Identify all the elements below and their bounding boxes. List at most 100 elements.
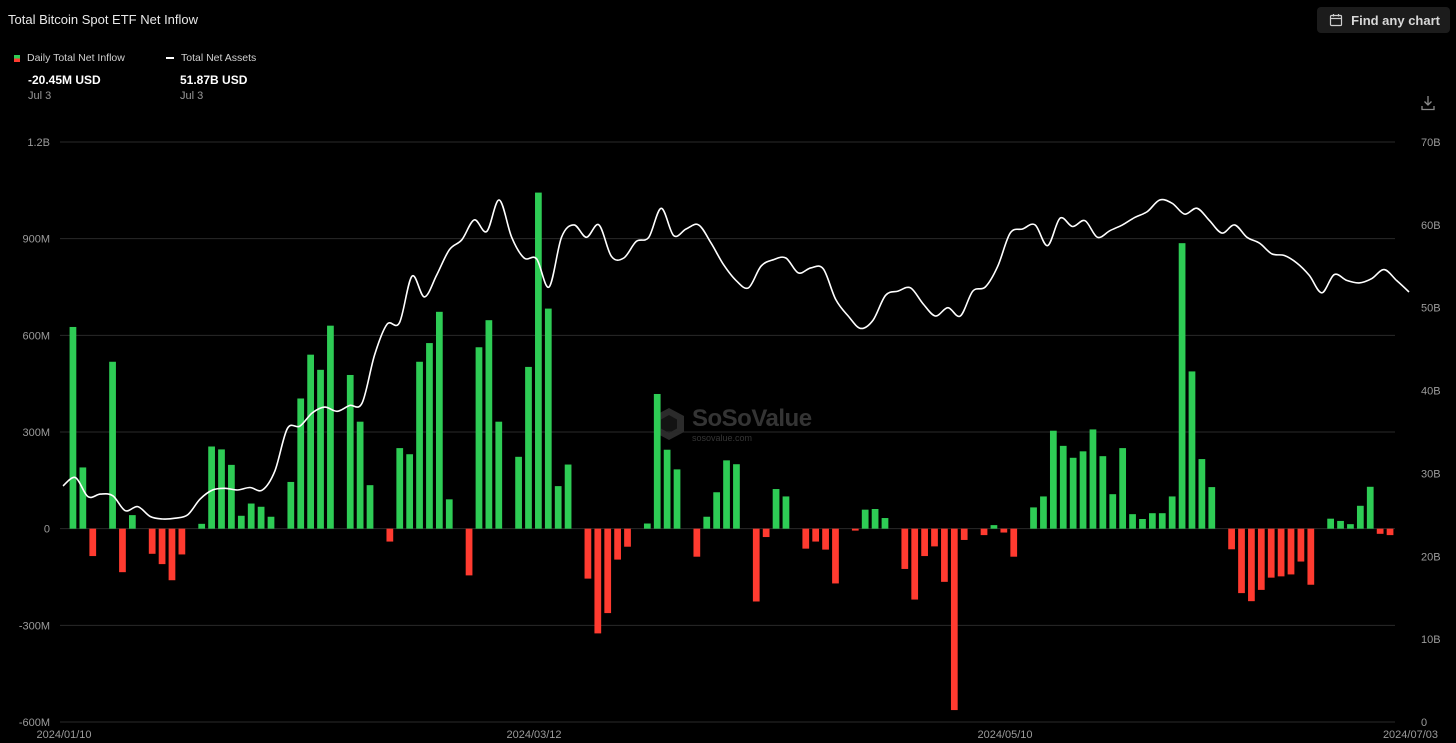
outflow-bar [614,528,621,560]
inflow-bar [871,509,879,529]
download-icon[interactable] [1421,95,1435,111]
y-right-tick-label: 0 [1421,717,1427,729]
x-tick-label: 2024/03/12 [506,729,561,741]
inflow-bar [1109,494,1117,529]
outflow-bar [911,528,919,600]
inflow-bar [287,481,295,529]
bar-swatch-icon [14,54,20,62]
inflow-bar [1099,456,1107,529]
inflow-bar [1178,243,1186,529]
y-right-tick-label: 40B [1421,386,1441,398]
outflow-bar [89,528,97,557]
total-net-assets-line [62,198,1410,520]
outflow-bar [960,528,968,540]
outflow-bar [1386,528,1394,536]
outflow-bar [386,528,394,542]
sosovalue-watermark: SoSoValue sosovalue.com [652,405,812,443]
inflow-bar [1337,520,1344,529]
outflow-bar [822,528,829,550]
inflow-bar [1149,513,1156,529]
inflow-bar [1198,459,1206,529]
legend-item-daily-inflow[interactable]: Daily Total Net Inflow -20.45M USD Jul 3 [14,52,144,102]
outflow-bar [950,528,958,711]
inflow-bar [1208,487,1216,529]
inflow-bar [1327,518,1334,529]
inflow-bar [544,308,552,529]
inflow-bar [1079,451,1087,529]
inflow-bar [208,446,215,529]
outflow-bar [851,528,859,531]
inflow-bar [703,516,711,529]
inflow-bar [495,421,503,529]
x-tick-label: 2024/01/10 [36,729,91,741]
outflow-bar [1228,528,1235,550]
y-left-tick-label: -300M [19,620,50,632]
legend-item-total-net-assets[interactable]: Total Net Assets 51.87B USD Jul 3 [166,52,296,102]
chart-title: Total Bitcoin Spot ETF Net Inflow [8,12,199,27]
inflow-bar [1347,524,1354,529]
outflow-bar [584,528,592,579]
inflow-bar [79,467,87,529]
inflow-bar [1030,507,1037,529]
inflow-bar [475,347,483,529]
inflow-bar [564,464,572,529]
legend-date: Jul 3 [180,90,204,102]
outflow-bar [1257,528,1265,590]
inflow-bar [673,469,681,529]
inflow-bar [653,393,661,529]
outflow-bar [1238,528,1245,594]
outflow-bar [901,528,909,569]
outflow-bar [594,528,602,634]
inflow-bar [228,464,235,529]
y-left-tick-label: 600M [22,330,50,342]
outflow-bar [1287,528,1295,575]
y-right-tick-label: 10B [1421,634,1441,646]
calendar-icon [1330,14,1343,27]
inflow-bar [1356,505,1364,529]
inflow-bar [237,515,245,529]
inflow-bar [782,496,790,529]
outflow-bar [1297,528,1305,562]
inflow-bar [247,503,255,529]
outflow-bar [158,528,166,565]
legend-label: Daily Total Net Inflow [27,52,125,64]
outflow-bar [1376,528,1384,534]
outflow-bar [604,528,612,614]
y-right-tick-label: 20B [1421,551,1441,563]
outflow-bar [1267,528,1275,578]
y-right-tick-label: 30B [1421,468,1441,480]
y-left-tick-label: 300M [22,427,50,439]
inflow-bar [257,506,265,529]
find-any-chart-button[interactable]: Find any chart [1317,7,1450,33]
inflow-bar [643,523,651,529]
outflow-bar [119,528,126,573]
inflow-bar [1119,448,1127,529]
outflow-bar [178,528,186,555]
inflow-bar [396,448,404,529]
watermark-name: SoSoValue [692,405,812,432]
legend-value: -20.45M USD [28,73,101,87]
outflow-bar [624,528,631,547]
inflow-bar [861,509,869,529]
y-left-tick-label: -600M [19,717,50,729]
inflow-bar [713,492,721,529]
outflow-bar [832,528,839,584]
inflow-bar [366,485,374,529]
y-right-tick-label: 50B [1421,303,1441,315]
inflow-bar [267,516,275,529]
inflow-bar [435,311,443,529]
outflow-bar [812,528,820,542]
inflow-bar [663,449,671,529]
inflow-bar [1040,496,1047,529]
line-swatch-icon [166,57,174,59]
inflow-bar [129,515,136,529]
outflow-bar [931,528,938,547]
inflow-bar [1158,513,1166,529]
outflow-bar [465,528,473,576]
find-any-chart-label: Find any chart [1351,12,1440,28]
outflow-bar [921,528,928,557]
y-left-tick-label: 1.2B [27,137,50,149]
inflow-bar [723,460,730,529]
inflow-bar [1069,457,1077,529]
